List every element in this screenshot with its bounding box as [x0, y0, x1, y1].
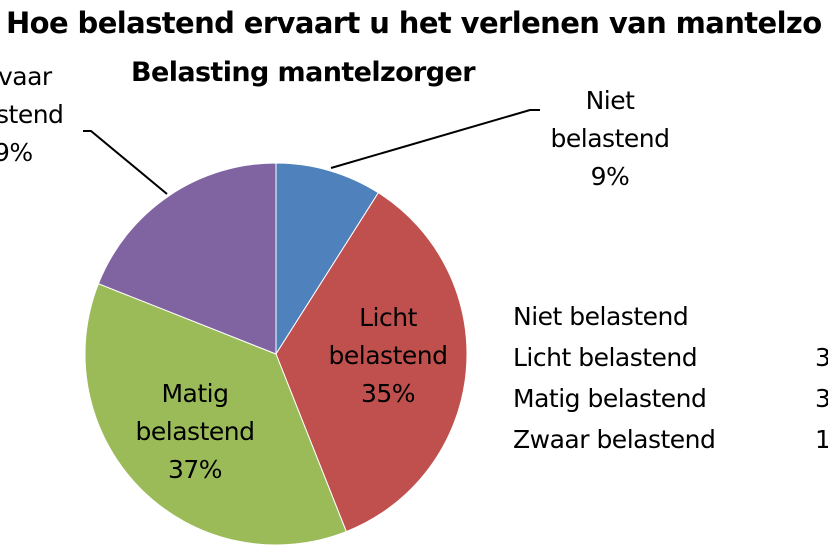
row-value: 3: [815, 384, 828, 413]
data-label-niet-belastend: Niet belastend 9%: [540, 82, 680, 196]
row-value: 3: [815, 343, 828, 372]
label-line: belastend: [328, 341, 448, 370]
pie-slice-matig: [84, 283, 347, 546]
page-heading: Hoe belastend ervaart u het verlenen van…: [6, 6, 822, 40]
label-line: 37%: [167, 455, 223, 484]
label-line: 35%: [360, 379, 416, 408]
pie-slices: [84, 162, 468, 546]
label-line: 9%: [0, 138, 33, 167]
pie-slice-licht: [275, 192, 468, 533]
row-label: Licht belastend: [513, 343, 698, 372]
row-label: Niet belastend: [513, 302, 689, 331]
label-line: belastend: [550, 124, 670, 153]
row-value: 1: [815, 425, 828, 454]
row-label: Zwaar belastend: [513, 425, 716, 454]
leader-line-zwaar: [83, 130, 168, 195]
row-label: Matig belastend: [513, 384, 707, 413]
data-label-licht-belastend: Licht belastend 35%: [318, 299, 458, 413]
label-line: stend: [0, 100, 64, 129]
label-line: belastend: [135, 417, 255, 446]
data-label-matig-belastend: Matig belastend 37%: [125, 375, 265, 489]
label-line: Licht: [359, 303, 417, 332]
leader-line-niet: [330, 109, 540, 169]
label-line: 9%: [590, 162, 630, 191]
label-line: Niet: [585, 86, 635, 115]
chart-title: Belasting mantelzorger: [131, 57, 476, 88]
data-label-zwaar-belastend: vaar stend 9%: [0, 58, 78, 172]
pie-slice-niet: [275, 162, 380, 356]
label-line: Matig: [161, 379, 229, 408]
label-line: vaar: [0, 62, 52, 91]
pie-slice-zwaar: [97, 162, 277, 355]
